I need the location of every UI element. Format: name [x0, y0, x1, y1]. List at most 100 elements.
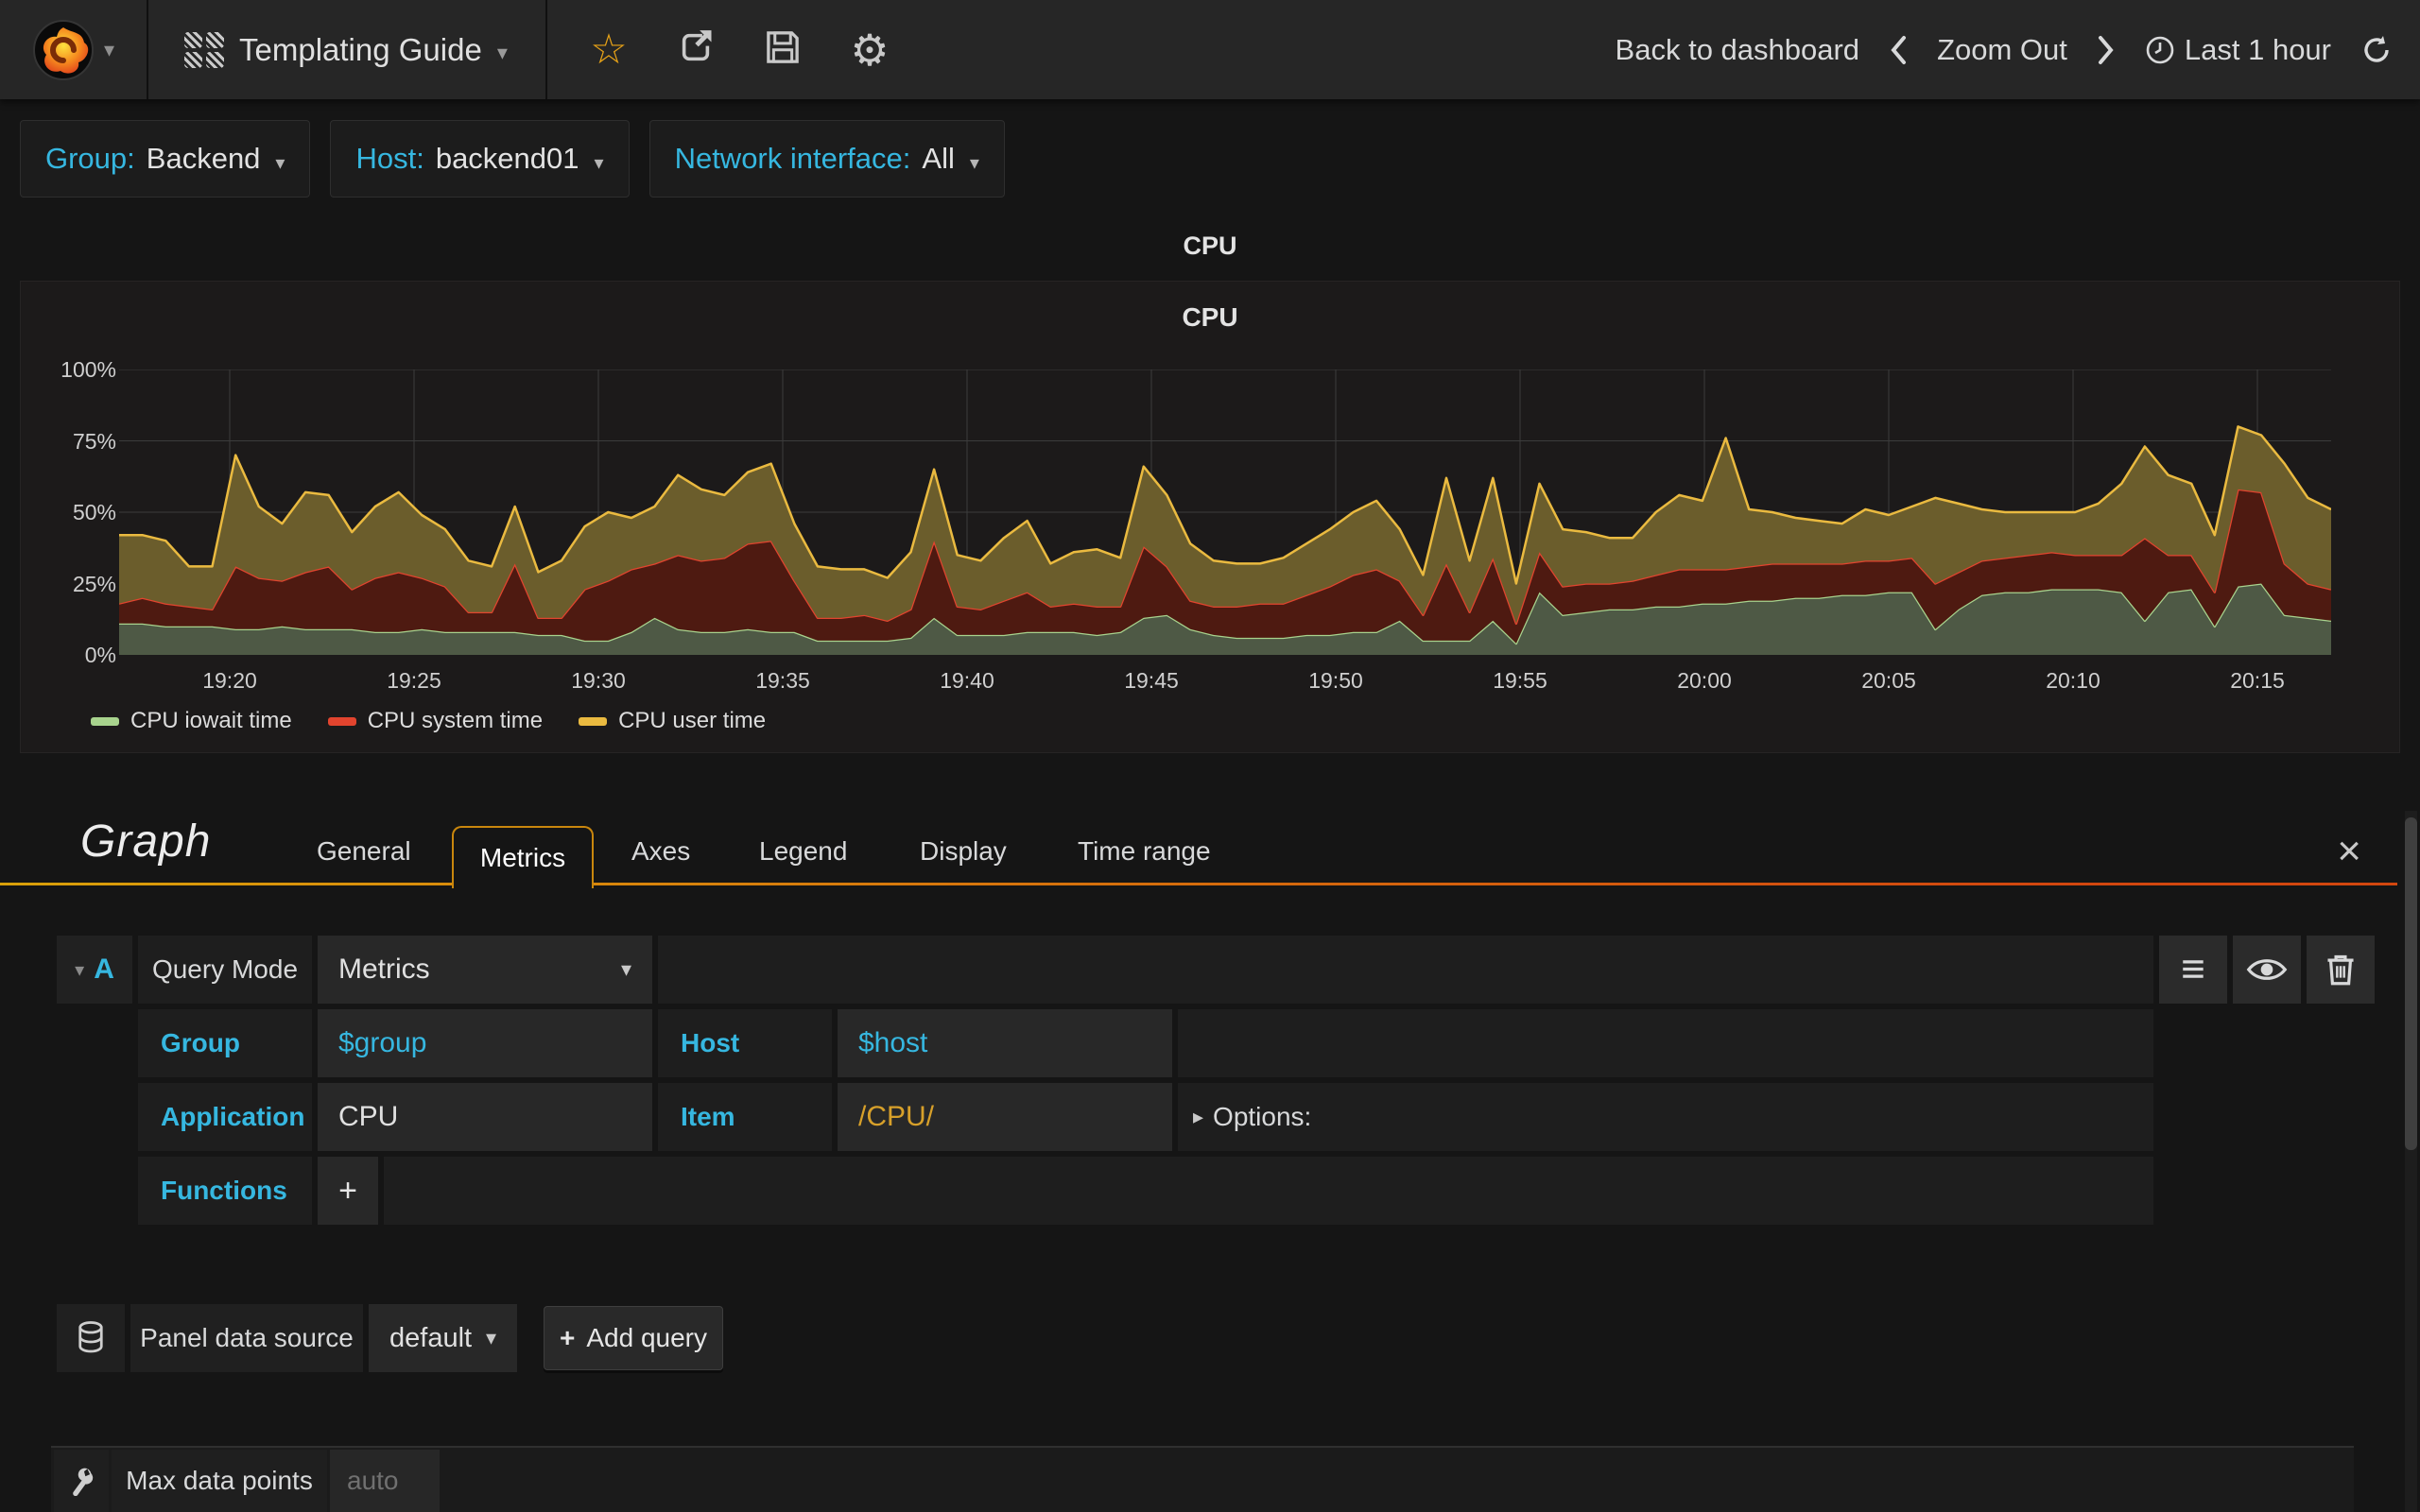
chart-legend: CPU iowait time CPU system time CPU user t… [91, 708, 766, 734]
chevron-down-icon: ▾ [485, 1326, 496, 1349]
row-title[interactable]: CPU [1183, 232, 1237, 260]
variable-netif-label: Network interface: [674, 142, 911, 175]
tabbar-gradient-line [0, 883, 2397, 885]
y-tick-label: 50% [72, 500, 116, 524]
gear-icon[interactable]: ⚙ [850, 25, 890, 75]
navbar-actions: ☆ ⚙ [547, 0, 891, 99]
save-icon[interactable] [761, 26, 804, 73]
tab-legend[interactable]: Legend [759, 836, 848, 866]
x-tick-label: 19:35 [755, 668, 810, 693]
x-tick-label: 20:05 [1861, 668, 1916, 693]
legend-item[interactable]: CPU user time [579, 708, 766, 734]
plus-icon: + [560, 1323, 576, 1352]
caret-right-icon: ▸ [1193, 1105, 1204, 1128]
variable-host-label: Host: [355, 142, 424, 175]
toolbar-top-border [51, 1446, 2354, 1448]
legend-swatch-icon [579, 716, 608, 726]
y-tick-label: 75% [72, 428, 116, 454]
eye-icon [2246, 959, 2288, 980]
host-label-cell: Host [658, 1009, 832, 1077]
tab-time-range[interactable]: Time range [1078, 836, 1211, 866]
datasource-select[interactable]: default ▾ [369, 1304, 517, 1372]
close-editor-icon[interactable]: × [2337, 828, 2361, 874]
query-mode-label-cell: Query Mode [138, 936, 312, 1004]
time-picker[interactable]: Last 1 hour [2145, 33, 2331, 67]
legend-item[interactable]: CPU iowait time [91, 708, 292, 734]
x-tick-label: 19:55 [1493, 668, 1547, 693]
x-tick-label: 19:40 [940, 668, 994, 693]
tab-general[interactable]: General [317, 836, 411, 866]
time-shift-left-icon[interactable] [1888, 34, 1909, 66]
application-value-input[interactable]: CPU [318, 1083, 652, 1151]
wrench-cell[interactable] [54, 1450, 109, 1512]
functions-row-filler [384, 1157, 2153, 1225]
tab-display[interactable]: Display [920, 836, 1007, 866]
add-function-button[interactable]: + [318, 1157, 378, 1225]
cpu-area-chart[interactable] [118, 369, 2332, 656]
scrollbar-thumb[interactable] [2405, 817, 2417, 1150]
add-query-button[interactable]: + Add query [544, 1306, 723, 1370]
functions-label-cell: Functions [138, 1157, 312, 1225]
variable-host[interactable]: Host: backend01 ▾ [330, 120, 630, 198]
legend-label: CPU user time [618, 708, 767, 733]
wrench-icon [73, 1468, 94, 1496]
panel-title[interactable]: CPU [1182, 302, 1238, 332]
max-data-points-label: Max data points [112, 1450, 327, 1512]
group-row-filler [1178, 1009, 2153, 1077]
navbar-divider [147, 0, 148, 99]
star-icon[interactable]: ☆ [590, 26, 628, 73]
dashboard-title-menu[interactable]: Templating Guide ▾ [148, 0, 545, 99]
clock-icon [2146, 36, 2174, 63]
variable-group[interactable]: Group: Backend ▾ [20, 120, 311, 198]
x-tick-label: 20:15 [2230, 668, 2285, 693]
query-menu-button[interactable]: ≡ [2159, 936, 2227, 1004]
graph-panel: CPU 0% 25% 50% 75% 100% 19:20 19:25 19:30 19:35… [20, 281, 2400, 753]
item-value-input[interactable]: /CPU/ [838, 1083, 1172, 1151]
max-data-points-input[interactable]: auto [330, 1450, 440, 1512]
x-tick-label: 19:45 [1124, 668, 1179, 693]
tab-metrics[interactable]: Metrics [452, 826, 594, 888]
chevron-down-icon: ▾ [594, 152, 604, 174]
time-shift-right-icon[interactable] [2096, 34, 2117, 66]
group-label-cell: Group [138, 1009, 312, 1077]
options-toggle[interactable]: ▸ Options: [1178, 1083, 2153, 1151]
y-tick-label: 25% [72, 571, 116, 596]
legend-item[interactable]: CPU system time [327, 708, 544, 734]
variable-group-label: Group: [45, 142, 135, 175]
refresh-icon[interactable] [2360, 33, 2394, 67]
logo-caret-icon: ▾ [103, 37, 115, 61]
x-tick-label: 19:20 [202, 668, 257, 693]
query-row-filler [658, 936, 2153, 1004]
variable-network-interface[interactable]: Network interface: All ▾ [648, 120, 1005, 198]
query-delete-button[interactable] [2307, 936, 2375, 1004]
legend-label: CPU system time [367, 708, 544, 733]
variable-netif-value: All [922, 142, 955, 175]
tab-axes[interactable]: Axes [631, 836, 691, 866]
zoom-out-button[interactable]: Zoom Out [1937, 32, 2067, 66]
navbar-right-controls: Back to dashboard Zoom Out Last 1 hour [1616, 0, 2394, 99]
title-caret-icon: ▾ [496, 40, 508, 64]
variable-group-value: Backend [146, 142, 261, 175]
query-collapse-cell[interactable]: ▾ A [57, 936, 132, 1004]
query-mode-select[interactable]: Metrics ▾ [318, 936, 652, 1004]
group-value-input[interactable]: $group [318, 1009, 652, 1077]
y-tick-label: 100% [60, 357, 116, 382]
chevron-down-icon: ▾ [969, 152, 979, 174]
host-value-input[interactable]: $host [838, 1009, 1172, 1077]
trash-icon [2327, 954, 2354, 986]
legend-swatch-icon [91, 716, 119, 726]
variable-host-value: backend01 [435, 142, 579, 175]
x-tick-label: 20:10 [2046, 668, 2100, 693]
query-letter: A [94, 954, 114, 985]
panel-datasource-label: Panel data source [130, 1304, 363, 1372]
back-to-dashboard-link[interactable]: Back to dashboard [1615, 32, 1860, 66]
chevron-down-icon: ▾ [620, 957, 631, 981]
query-toggle-visibility-button[interactable] [2233, 936, 2301, 1004]
template-variables: Group: Backend ▾ Host: backend01 ▾ Netwo… [20, 120, 1005, 198]
legend-label: CPU iowait time [130, 708, 292, 733]
legend-swatch-icon [327, 716, 356, 726]
item-label-cell: Item [658, 1083, 832, 1151]
grafana-logo-menu[interactable]: ▾ [0, 0, 147, 99]
share-icon[interactable] [674, 26, 717, 73]
top-navbar: ▾ Templating Guide ▾ ☆ ⚙ Back to dashboa… [0, 0, 2420, 99]
